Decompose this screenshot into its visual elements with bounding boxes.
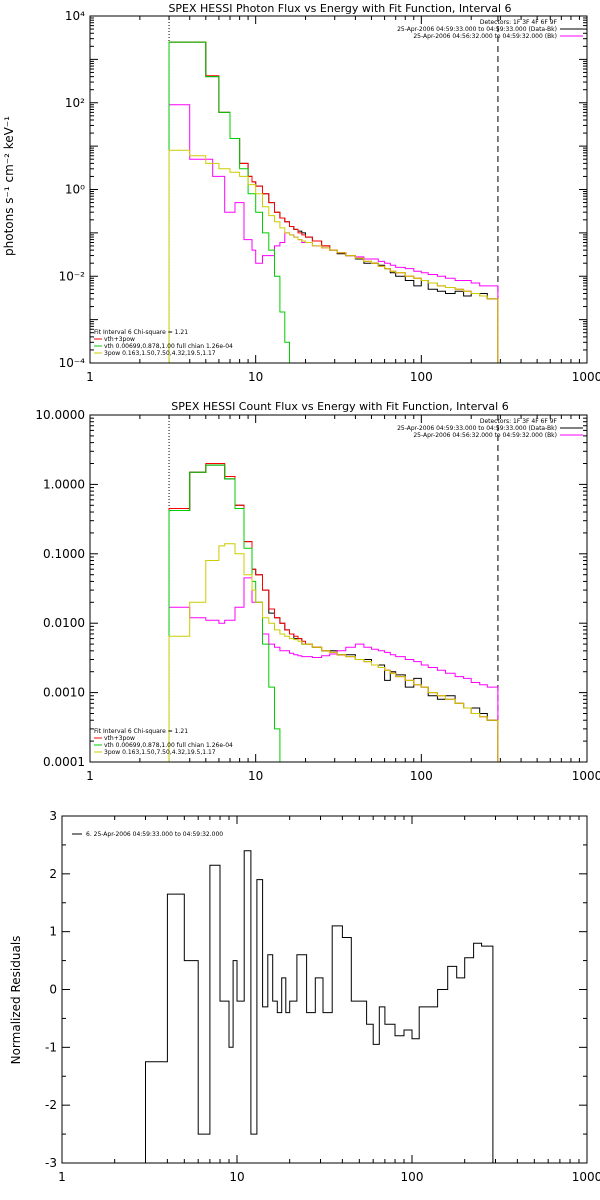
residuals-xtick-label: 1 xyxy=(58,1170,66,1184)
photon-flux-series-vth-3pow xyxy=(168,41,499,363)
count-flux-legend-top-entry: 25-Apr-2006 04:59:33.000 to 04:59:33.000… xyxy=(397,425,557,432)
count-flux-legend-bottom-entry: 3pow 0.163,1.50,7.50,4.32,19.5,1.17 xyxy=(104,749,216,756)
photon-flux-series-vth xyxy=(168,41,294,364)
count-flux-ytick-label: 0.0001 xyxy=(43,755,85,769)
photon-flux-legend-bottom-entry: vth+3pow xyxy=(104,336,135,343)
photon-flux-legend-top-entry: 25-Apr-2006 04:56:32.000 to 04:59:32.000… xyxy=(413,33,557,40)
count-flux-ytick-label: 0.0010 xyxy=(43,686,85,700)
photon-flux-axes: 1 10 100 1000 10⁻⁴ 10⁻² 10⁰ 10² 10⁴ xyxy=(59,9,600,384)
count-flux-series-data-bk xyxy=(168,464,499,762)
photon-flux-xtick-label: 10 xyxy=(248,370,263,384)
photon-flux-xtick-label: 1 xyxy=(86,370,94,384)
residuals-xtick-label: 10 xyxy=(229,1170,244,1184)
count-flux-xtick-label: 1 xyxy=(86,769,94,783)
photon-flux-frame xyxy=(89,15,588,364)
count-flux-ytick-label: 0.1000 xyxy=(43,547,85,561)
residuals-ytick-label: -1 xyxy=(45,1040,57,1054)
count-flux-axes: 1 10 100 1000 0.0001 0.0010 0.0100 0.1000 1.0000… xyxy=(35,408,600,783)
residuals-series xyxy=(145,850,494,1163)
count-flux-legend-bottom-entry: vth+3pow xyxy=(104,735,135,742)
count-flux-series-bk xyxy=(168,577,499,762)
residuals-ytick-label: 0 xyxy=(49,983,57,997)
residuals-ytick-label: 2 xyxy=(49,867,57,881)
residuals-ytick-label: -3 xyxy=(45,1156,57,1170)
count-flux-xtick-label: 100 xyxy=(410,769,433,783)
photon-flux-ytick-label: 10⁰ xyxy=(65,183,85,197)
photon-flux-ytick-label: 10⁴ xyxy=(65,9,85,23)
photon-flux-title: SPEX HESSI Photon Flux vs Energy with Fi… xyxy=(168,2,511,15)
count-flux-series xyxy=(168,463,499,763)
count-flux-title: SPEX HESSI Count Flux vs Energy with Fit… xyxy=(171,400,508,413)
residuals-series-6 xyxy=(145,850,494,1163)
count-flux-legend-top-entry: 25-Apr-2006 04:56:32.000 to 04:59:32.000… xyxy=(413,432,557,439)
photon-flux-legend-top-entry: 25-Apr-2006 04:59:33.000 to 04:59:33.000… xyxy=(397,26,557,33)
photon-flux-panel: SPEX HESSI Photon Flux vs Energy with Fi… xyxy=(2,2,600,384)
residuals-legend-top-entry: 6. 25-Apr-2006 04:59:33.000 to 04:59:32.… xyxy=(86,831,223,838)
photon-flux-series-bk xyxy=(168,104,499,363)
count-flux-series-vth xyxy=(168,464,290,763)
residuals-panel: Normalized Residuals 1 10 100 1000 -3 -2 -1 0 1 2… xyxy=(9,809,600,1184)
residuals-legend: 6. 25-Apr-2006 04:59:33.000 to 04:59:32.… xyxy=(72,831,223,838)
count-flux-ytick-label: 0.0100 xyxy=(43,616,85,630)
residuals-frame xyxy=(61,815,588,1164)
count-flux-series-vth-3pow xyxy=(168,463,499,762)
count-flux-ytick-label: 1.0000 xyxy=(43,477,85,491)
residuals-ytick-label: 1 xyxy=(49,925,57,939)
photon-flux-legend-bottom-entry: Fit Interval 6 Chi-square = 1.21 xyxy=(94,329,188,336)
photon-flux-legend-bottom-entry: 3pow 0.163,1.50,7.50,4.32,19.5,1.17 xyxy=(104,350,216,357)
photon-flux-series-3pow xyxy=(168,149,499,363)
photon-flux-series xyxy=(168,41,499,364)
residuals-ytick-label: 3 xyxy=(49,809,57,823)
count-flux-xtick-label: 10 xyxy=(248,769,263,783)
count-flux-legend-top-entry: Detectors: 1F 3F 4F 6F 9F xyxy=(480,418,558,425)
residuals-xtick-label: 1000 xyxy=(572,1170,600,1184)
count-flux-xtick-label: 1000 xyxy=(572,769,600,783)
count-flux-frame xyxy=(89,414,588,763)
photon-flux-ylabel: photons s⁻¹ cm⁻² keV⁻¹ xyxy=(2,116,16,256)
count-flux-ytick-label: 10.0000 xyxy=(35,408,85,422)
photon-flux-legend-top-entry: Detectors: 1F 3F 4F 6F 9F xyxy=(480,19,558,26)
photon-flux-series-data-bk xyxy=(168,41,499,363)
photon-flux-xtick-label: 1000 xyxy=(572,370,600,384)
residuals-ytick-label: -2 xyxy=(45,1098,57,1112)
photon-flux-ytick-label: 10² xyxy=(65,96,85,110)
photon-flux-legend-bottom-entry: vth 0.00699,0.878,1.00 full chian 1.26e-… xyxy=(104,343,233,350)
count-flux-legend-bottom-entry: Fit Interval 6 Chi-square = 1.21 xyxy=(94,728,188,735)
count-flux-series-3pow xyxy=(168,543,499,762)
count-flux-legend-bottom-entry: vth 0.00699,0.878,1.00 full chian 1.26e-… xyxy=(104,742,233,749)
photon-flux-ytick-label: 10⁻⁴ xyxy=(59,356,86,370)
count-flux-panel: SPEX HESSI Count Flux vs Energy with Fit… xyxy=(35,400,600,783)
photon-flux-xtick-label: 100 xyxy=(410,370,433,384)
photon-flux-ytick-label: 10⁻² xyxy=(59,269,86,283)
residuals-xtick-label: 100 xyxy=(401,1170,424,1184)
residuals-ylabel: Normalized Residuals xyxy=(9,936,23,1065)
